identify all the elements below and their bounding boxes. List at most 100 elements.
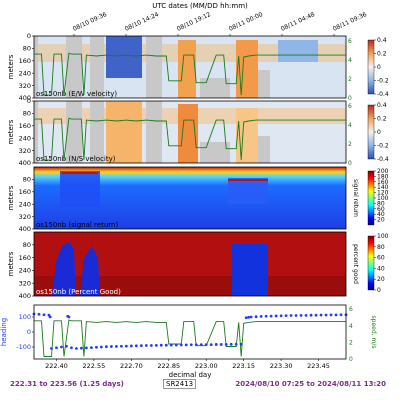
right-tick-label: 0 bbox=[348, 160, 352, 167]
no-data-region bbox=[90, 101, 104, 163]
heading-point bbox=[90, 346, 93, 349]
colorbar-tick-label: 180 bbox=[377, 173, 389, 180]
heading-point bbox=[309, 313, 313, 317]
x-tick-label: 222.70 bbox=[120, 362, 143, 370]
y-tick-label: 240 bbox=[19, 200, 31, 208]
colorbar bbox=[367, 170, 375, 226]
colorbar bbox=[367, 104, 375, 160]
heading-point bbox=[234, 342, 238, 346]
footer-range: 222.31 to 223.56 (1.25 days) bbox=[10, 380, 124, 388]
no-data-region bbox=[146, 101, 162, 163]
y-tick-label: -100 bbox=[16, 343, 31, 351]
colorbar-tick-label: -0.2 bbox=[377, 143, 389, 150]
heading-point bbox=[334, 313, 338, 317]
colorbar-tick-label: 40 bbox=[377, 211, 385, 218]
colorbar-tick-labels: -0.4 -0.2 0 0.2 0.4 bbox=[374, 102, 389, 163]
heading-point bbox=[109, 345, 113, 348]
speed-overlay-line bbox=[34, 52, 346, 96]
heading-point bbox=[239, 342, 243, 346]
x-tick-label: 222.55 bbox=[83, 362, 106, 370]
heading-point bbox=[50, 347, 53, 350]
date-tick-labels: 08/10 09:36 08/10 14:24 08/10 19:12 08/11 0… bbox=[72, 11, 368, 36]
y-tick-label: 400 bbox=[19, 159, 31, 167]
heading-point bbox=[289, 314, 293, 317]
y-tick-label: 240 bbox=[19, 69, 31, 77]
date-tick-label: 08/10 14:24 bbox=[124, 11, 160, 33]
panel-label: os150nb (signal return) bbox=[36, 221, 118, 229]
heading-point bbox=[70, 346, 73, 350]
y-tick-labels: 0 80 160 240 320 400 bbox=[19, 32, 34, 102]
colorbar-tick-label: 60 bbox=[377, 206, 385, 213]
speed-line bbox=[34, 319, 346, 357]
heading-point bbox=[159, 343, 163, 347]
right-tick-label: 4 bbox=[348, 57, 352, 64]
heading-point bbox=[154, 343, 158, 347]
x-tick-labels: 222.40 222.55 222.70 222.85 223.00 223.15 223.… bbox=[45, 359, 330, 370]
heading-point bbox=[274, 314, 278, 318]
y-tick-label: 100 bbox=[19, 313, 31, 321]
colorbar-tick-label: 20 bbox=[377, 217, 385, 224]
colorbar-tick-label: 200 bbox=[377, 168, 389, 175]
y-tick-label: 400 bbox=[19, 292, 31, 300]
colorbar-tick-label: 100 bbox=[377, 233, 389, 240]
heading-point bbox=[99, 345, 103, 349]
heading-point bbox=[329, 313, 333, 317]
heading-point bbox=[67, 315, 71, 319]
heading-point bbox=[229, 342, 233, 346]
heading-point bbox=[259, 315, 263, 318]
heading-point bbox=[149, 344, 153, 347]
heading-point bbox=[224, 343, 228, 346]
speed-series bbox=[34, 319, 346, 357]
heading-point bbox=[279, 314, 283, 318]
heading-point bbox=[254, 315, 258, 319]
x-tick-label: 223.00 bbox=[195, 362, 218, 370]
y-tick-label: 80 bbox=[23, 176, 31, 184]
no-data-region bbox=[146, 36, 162, 98]
heading-point bbox=[314, 313, 318, 317]
heading-point bbox=[304, 313, 308, 317]
colorbar-tick-label: 0 bbox=[377, 64, 381, 71]
heading-point bbox=[294, 314, 298, 317]
colorbar-label: signal return bbox=[352, 179, 359, 217]
panel-background bbox=[34, 305, 346, 359]
right-tick-label: 4 bbox=[349, 323, 353, 330]
y-tick-label: 240 bbox=[19, 134, 31, 142]
heatmap-low-region bbox=[80, 246, 100, 296]
heading-point bbox=[184, 343, 188, 347]
y-tick-label: 160 bbox=[19, 122, 31, 130]
y-tick-label: 400 bbox=[19, 94, 31, 102]
heading-point bbox=[244, 316, 248, 320]
heading-point bbox=[204, 343, 208, 346]
y-tick-label: 160 bbox=[19, 188, 31, 196]
speed-overlay-ns bbox=[34, 117, 346, 161]
heading-point bbox=[249, 315, 253, 319]
right-tick-label: 6 bbox=[348, 103, 352, 110]
colorbar-tick-label: -0.2 bbox=[377, 78, 389, 85]
right-tick-label: 2 bbox=[349, 339, 353, 346]
y-axis-label: meters bbox=[7, 185, 15, 210]
heatmap-block bbox=[228, 178, 268, 204]
heading-point bbox=[299, 313, 303, 317]
y-tick-label: 240 bbox=[19, 267, 31, 275]
heading-point bbox=[189, 343, 193, 347]
heading-point bbox=[104, 345, 108, 349]
colorbar-tick-label: 0.4 bbox=[377, 102, 387, 109]
panel-frame bbox=[33, 100, 347, 164]
panel-percent-good: os150nb (Percent Good) meters 80 160 240 32… bbox=[7, 231, 389, 300]
right-tick-label: 6 bbox=[349, 306, 353, 313]
heading-point bbox=[124, 344, 128, 348]
panel-frame bbox=[33, 166, 347, 230]
colorbar-tick-label: 100 bbox=[377, 195, 389, 202]
x-tick-label: 223.45 bbox=[307, 362, 330, 370]
speed-overlay-ew bbox=[34, 52, 346, 96]
right-tick-label: 2 bbox=[348, 76, 352, 83]
heading-series bbox=[32, 312, 348, 350]
y-tick-label: 320 bbox=[19, 82, 31, 90]
y2-axis-label: speed, m/s bbox=[370, 316, 377, 349]
heatmap-block bbox=[278, 40, 318, 62]
heading-point bbox=[95, 345, 98, 349]
heading-point bbox=[37, 312, 41, 316]
colorbar-label: percent good bbox=[352, 244, 359, 284]
no-data-region bbox=[258, 136, 270, 163]
y-tick-label: 320 bbox=[19, 279, 31, 287]
